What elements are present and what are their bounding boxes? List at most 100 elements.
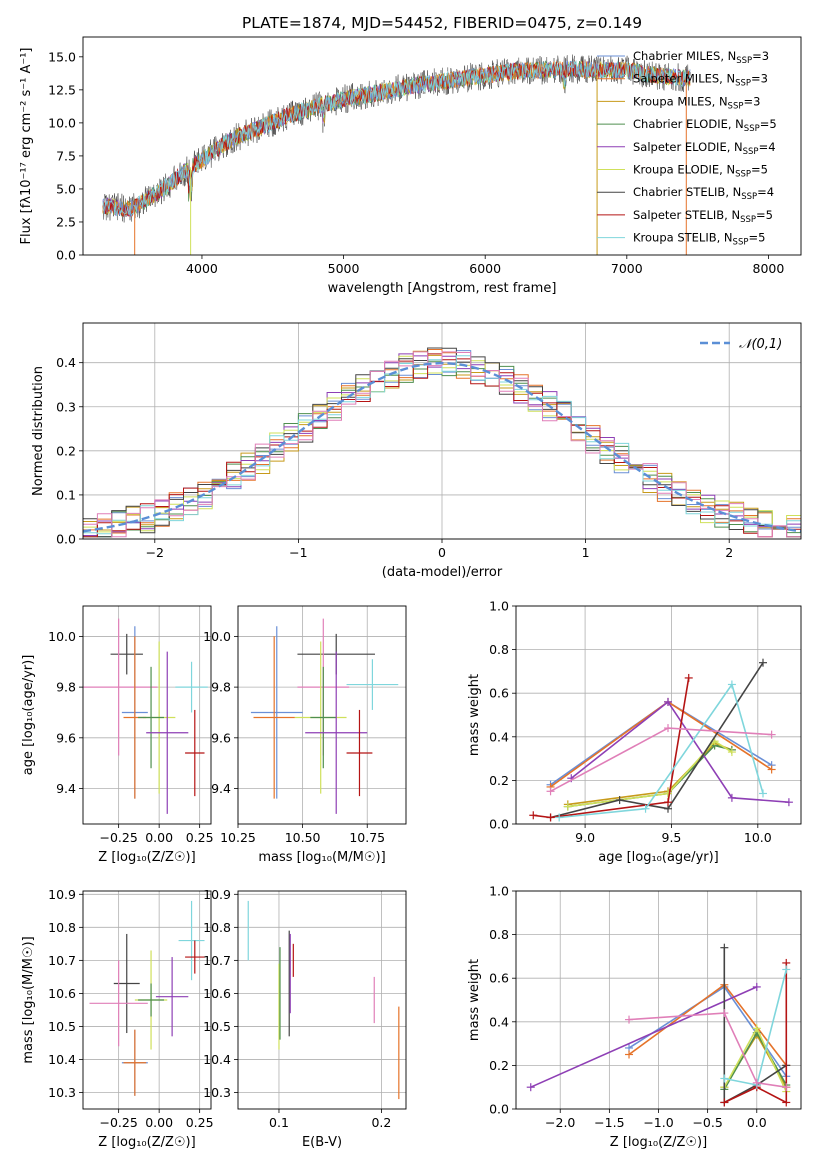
plot-area-residuals — [83, 347, 801, 538]
y-tick-label: 1.0 — [489, 884, 509, 899]
plot-area-spectrum — [102, 54, 691, 255]
x-tick-label: 4000 — [186, 261, 218, 276]
x-tick-label: 0.0 — [747, 1115, 767, 1130]
weight-marker-kroupa_elodie — [752, 1024, 761, 1033]
x-tick-label: 1 — [582, 545, 590, 560]
legend-label-normal: 𝒩(0,1) — [739, 337, 782, 352]
errorbar-point-salpeter_miles — [253, 636, 295, 799]
x-tick-label: 2 — [725, 545, 733, 560]
y-tick-label: 0.4 — [489, 1014, 509, 1029]
errorbar-point-pink — [83, 618, 158, 756]
y-tick-label: 0.8 — [489, 642, 509, 657]
x-tick-label: 6000 — [469, 261, 501, 276]
legend-label: Chabrier ELODIE, NSSP=5 — [633, 117, 777, 134]
histogram-chabrier_stelib — [83, 347, 801, 538]
x-tick-label: 0 — [438, 545, 446, 560]
x-tick-label: 10.50 — [285, 830, 321, 845]
weight-marker-salpeter_elodie — [664, 697, 672, 706]
errorbar-point-chabrier_stelib — [113, 933, 140, 1034]
y-tick-label: 10.0 — [203, 629, 231, 644]
x-tick-label: 0.1 — [269, 1115, 289, 1130]
y-tick-label: 9.4 — [56, 781, 76, 796]
errorbar-point-chabrier_miles — [250, 626, 303, 799]
x-tick-label: 0.00 — [145, 1115, 173, 1130]
y-tick-label: 10.5 — [203, 1019, 231, 1034]
y-tick-label: 10.8 — [48, 920, 76, 935]
errorbar-point-chabrier_stelib — [110, 633, 143, 675]
weight-marker-pink — [767, 730, 776, 739]
y-tick-label: 10.9 — [203, 887, 231, 902]
x-axis-label: (data-model)/error — [382, 565, 503, 580]
weight-line-chabrier_stelib — [723, 947, 787, 1104]
y-axis-label: mass weight — [467, 674, 482, 756]
errorbar-point-chabrier_elodie — [310, 666, 337, 769]
weight-line-chabrier_stelib — [550, 662, 764, 819]
y-axis-label: mass weight — [467, 959, 482, 1041]
x-tick-label: −2.0 — [545, 1115, 575, 1130]
y-tick-label: 1.0 — [489, 599, 509, 614]
x-tick-label: 0.2 — [371, 1115, 391, 1130]
spectrum-legend: Chabrier MILES, NSSP=3 Salpeter MILES, NS… — [597, 49, 777, 248]
plot-area-weight_vs_age — [529, 658, 793, 822]
x-tick-label: 0.25 — [186, 830, 214, 845]
spectrum-series-kroupa_stelib — [102, 60, 691, 217]
y-tick-label: 10.0 — [48, 115, 76, 130]
y-axis-label: Normed distribution — [31, 366, 46, 496]
y-tick-label: 0.4 — [56, 355, 76, 370]
weight-marker-pink — [664, 724, 672, 733]
y-axis-label: Flux [fλ10⁻¹⁷ erg cm⁻² s⁻¹ A⁻¹] — [19, 48, 34, 245]
x-axis-label: E(B-V) — [302, 1135, 342, 1150]
weight-marker-salpeter_stelib — [664, 798, 672, 807]
y-tick-label: 10.7 — [203, 953, 231, 968]
normal-curve — [83, 361, 801, 533]
x-tick-label: 10.75 — [349, 830, 385, 845]
weight-marker-chabrier_stelib — [615, 796, 624, 805]
y-tick-label: 9.4 — [211, 781, 231, 796]
weight-marker-salpeter_elodie — [526, 1083, 535, 1092]
y-tick-label: 0.0 — [489, 817, 509, 832]
y-tick-label: 10.6 — [48, 986, 76, 1001]
weight-marker-kroupa_elodie — [727, 748, 736, 757]
x-tick-label: 5000 — [328, 261, 360, 276]
legend-label: Kroupa ELODIE, NSSP=5 — [633, 163, 768, 180]
x-tick-label: −0.25 — [99, 830, 137, 845]
y-tick-label: 0.2 — [489, 773, 509, 788]
y-tick-label: 10.4 — [48, 1052, 76, 1067]
weight-marker-pink — [752, 1078, 761, 1087]
weight-marker-salpeter_miles — [767, 765, 776, 774]
errorbar-point-kroupa_stelib — [346, 659, 399, 710]
errorbar-point-salpeter_miles — [123, 1029, 147, 1096]
weight-marker-kroupa_elodie — [563, 802, 572, 811]
axes-frame — [82, 605, 212, 825]
weight-marker-salpeter_stelib — [546, 813, 555, 822]
y-tick-label: 9.6 — [56, 730, 76, 745]
x-tick-label: 9.5 — [662, 830, 682, 845]
x-tick-label: −1.5 — [594, 1115, 624, 1130]
weight-line-salpeter_elodie — [570, 700, 789, 803]
weight-line-pink — [628, 1012, 787, 1088]
y-tick-label: 10.0 — [48, 629, 76, 644]
weight-marker-salpeter_miles — [625, 1050, 634, 1059]
errorbar-point-salpeter_elodie — [155, 957, 189, 1037]
y-tick-label: 0.4 — [489, 729, 509, 744]
x-tick-label: 7000 — [611, 261, 643, 276]
y-tick-label: 7.5 — [56, 148, 76, 163]
plot-area-weight_vs_Z — [526, 943, 791, 1107]
x-tick-label: 8000 — [753, 261, 785, 276]
panel-spectrum: 4000 5000 6000 7000 8000 0.0 2.5 5.0 7.5 10.0 12.5… — [19, 36, 802, 296]
errorbar-point-kroupa_stelib — [175, 661, 208, 713]
weight-marker-kroupa_stelib — [641, 804, 650, 813]
plot-area-age_vs_mass — [250, 618, 399, 814]
errorbar-point-kroupa_stelib — [178, 900, 205, 981]
y-tick-label: 0.2 — [56, 443, 76, 458]
weight-marker-salpeter_stelib — [720, 1098, 729, 1107]
y-tick-label: 5.0 — [56, 181, 76, 196]
axes-frame — [82, 322, 802, 540]
x-tick-label: 9.0 — [575, 830, 595, 845]
axes-frame — [82, 36, 802, 256]
weight-line-chabrier_miles — [550, 700, 773, 786]
y-tick-label: 10.8 — [203, 920, 231, 935]
errorbar-point-salpeter_stelib — [185, 709, 205, 797]
weight-marker-salpeter_stelib — [782, 1098, 791, 1107]
